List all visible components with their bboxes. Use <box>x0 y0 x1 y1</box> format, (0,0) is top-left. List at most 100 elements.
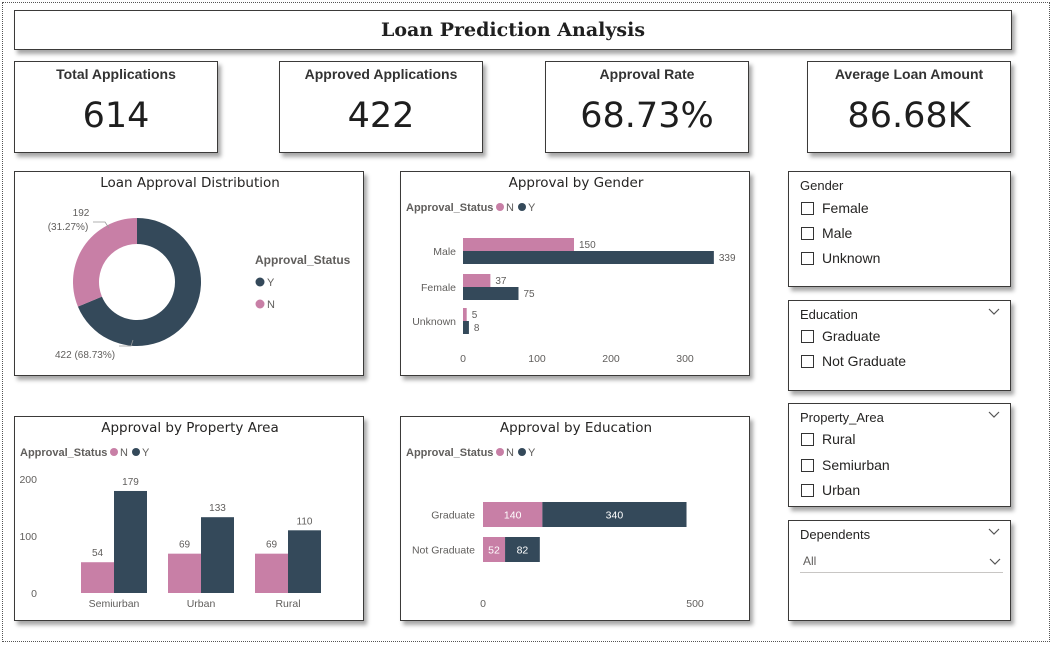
bar-y <box>463 321 469 334</box>
data-label: 52 <box>488 545 500 557</box>
donut-slice-n <box>73 218 137 307</box>
slicer-title: Gender <box>800 178 844 193</box>
data-label: 5 <box>472 310 478 321</box>
category-label: Female <box>421 282 456 294</box>
bar-y <box>542 502 687 527</box>
gender-chart-card[interactable]: Approval by Gender Approval_Status N Y Male 1… <box>400 171 750 376</box>
chevron-down-icon[interactable] <box>988 305 1000 317</box>
slicer-option-female[interactable]: Female <box>801 200 869 216</box>
data-label: 140 <box>504 510 522 522</box>
slicer-option-not-graduate[interactable]: Not Graduate <box>801 353 906 369</box>
kpi-card-approved-applications[interactable]: Approved Applications 422 <box>279 61 483 153</box>
dependents-dropdown[interactable]: All <box>800 549 1003 573</box>
tick-label: 100 <box>19 531 37 543</box>
data-label: 422 (68.73%) <box>55 350 115 361</box>
checkbox[interactable] <box>801 483 814 497</box>
title-card: Loan Prediction Analysis <box>14 10 1012 50</box>
data-label: 339 <box>719 253 736 264</box>
slicer-option-male[interactable]: Male <box>801 225 852 241</box>
data-label: 54 <box>92 548 104 559</box>
tick-label: 0 <box>460 353 466 365</box>
bar-y <box>288 530 321 593</box>
legend-marker <box>518 448 526 456</box>
education-bar-chart[interactable]: Approval by Education Approval_Status N Y Gr… <box>401 417 751 622</box>
bar-y <box>201 517 234 593</box>
checkbox[interactable] <box>801 251 814 265</box>
legend-title: Approval_Status <box>255 253 351 267</box>
chevron-down-icon[interactable] <box>988 408 1000 420</box>
legend-label: Y <box>528 202 536 214</box>
slicer-option-urban[interactable]: Urban <box>801 482 860 498</box>
legend-label: N <box>506 447 514 459</box>
chart-title: Approval by Gender <box>509 175 644 191</box>
data-label: 192 <box>73 208 90 219</box>
chevron-down-icon[interactable] <box>988 525 1000 537</box>
bar-n <box>463 238 574 251</box>
data-label: 75 <box>524 289 536 300</box>
bar-n <box>168 553 201 593</box>
data-label: 150 <box>579 240 596 251</box>
gender-bar-chart[interactable]: Approval by Gender Approval_Status N Y Male 1… <box>401 172 751 377</box>
leader-line <box>93 221 110 229</box>
category-label: Semiurban <box>89 598 140 610</box>
legend-label: Y <box>528 447 536 459</box>
kpi-label: Total Applications <box>56 66 176 82</box>
donut-slice-y <box>77 218 201 346</box>
data-label: 340 <box>606 510 624 522</box>
legend-label: N <box>267 299 275 311</box>
bar-n <box>81 562 114 593</box>
category-label: Urban <box>187 598 216 610</box>
legend-marker <box>132 448 140 456</box>
bar-n <box>483 537 506 562</box>
chart-title: Approval by Property Area <box>101 420 279 436</box>
bar-n <box>255 553 288 593</box>
property-chart-card[interactable]: Approval by Property Area Approval_Status… <box>14 416 364 621</box>
kpi-label: Approved Applications <box>304 66 458 82</box>
checkbox[interactable] <box>801 354 814 368</box>
donut-chart[interactable]: Loan Approval Distribution 422 (68.73%) 19… <box>15 172 365 377</box>
legend-marker <box>255 277 265 287</box>
legend-marker <box>255 299 265 309</box>
checkbox[interactable] <box>801 432 814 446</box>
chart-title: Loan Approval Distribution <box>100 175 280 191</box>
kpi-card-average-loan-amount[interactable]: Average Loan Amount 86.68K <box>807 61 1011 153</box>
checkbox[interactable] <box>801 329 814 343</box>
tick-label: 500 <box>686 598 704 610</box>
slicer-option-unknown[interactable]: Unknown <box>801 250 880 266</box>
bar-y <box>505 537 540 562</box>
kpi-card-approval-rate[interactable]: Approval Rate 68.73% <box>545 61 749 153</box>
checkbox[interactable] <box>801 458 814 472</box>
bar-n <box>483 502 543 527</box>
kpi-card-total-applications[interactable]: Total Applications 614 <box>14 61 218 153</box>
chevron-down-icon[interactable] <box>989 555 1001 567</box>
data-label: 82 <box>517 545 529 557</box>
page-title: Loan Prediction Analysis <box>380 19 646 41</box>
kpi-label: Approval Rate <box>599 66 695 82</box>
tick-label: 200 <box>602 353 620 365</box>
legend-label: Y <box>142 447 150 459</box>
option-label: Semiurban <box>822 457 890 473</box>
slicer-option-rural[interactable]: Rural <box>801 431 855 447</box>
data-label: 110 <box>297 516 313 527</box>
slicer-option-graduate[interactable]: Graduate <box>801 328 880 344</box>
kpi-value: 86.68K <box>847 96 971 136</box>
option-label: Rural <box>822 431 856 447</box>
data-label: 69 <box>266 540 278 551</box>
tick-label: 100 <box>528 353 546 365</box>
checkbox[interactable] <box>801 201 814 215</box>
option-label: Not Graduate <box>822 353 907 369</box>
kpi-label: Average Loan Amount <box>834 66 984 82</box>
data-label: 37 <box>495 276 507 287</box>
slicer-title: Education <box>800 307 858 322</box>
donut-chart-card[interactable]: Loan Approval Distribution 422 (68.73%) 19… <box>14 171 364 376</box>
option-label: Female <box>822 200 869 216</box>
education-chart-card[interactable]: Approval by Education Approval_Status N Y Gr… <box>400 416 750 621</box>
education-slicer: Education Graduate Not Graduate <box>788 300 1011 391</box>
legend-title: Approval_Status <box>406 202 493 214</box>
slicer-option-semiurban[interactable]: Semiurban <box>801 457 890 473</box>
data-label: (31.27%) <box>48 222 89 233</box>
legend-marker <box>110 448 118 456</box>
property-area-bar-chart[interactable]: Approval by Property Area Approval_Status… <box>15 417 365 622</box>
checkbox[interactable] <box>801 226 814 240</box>
